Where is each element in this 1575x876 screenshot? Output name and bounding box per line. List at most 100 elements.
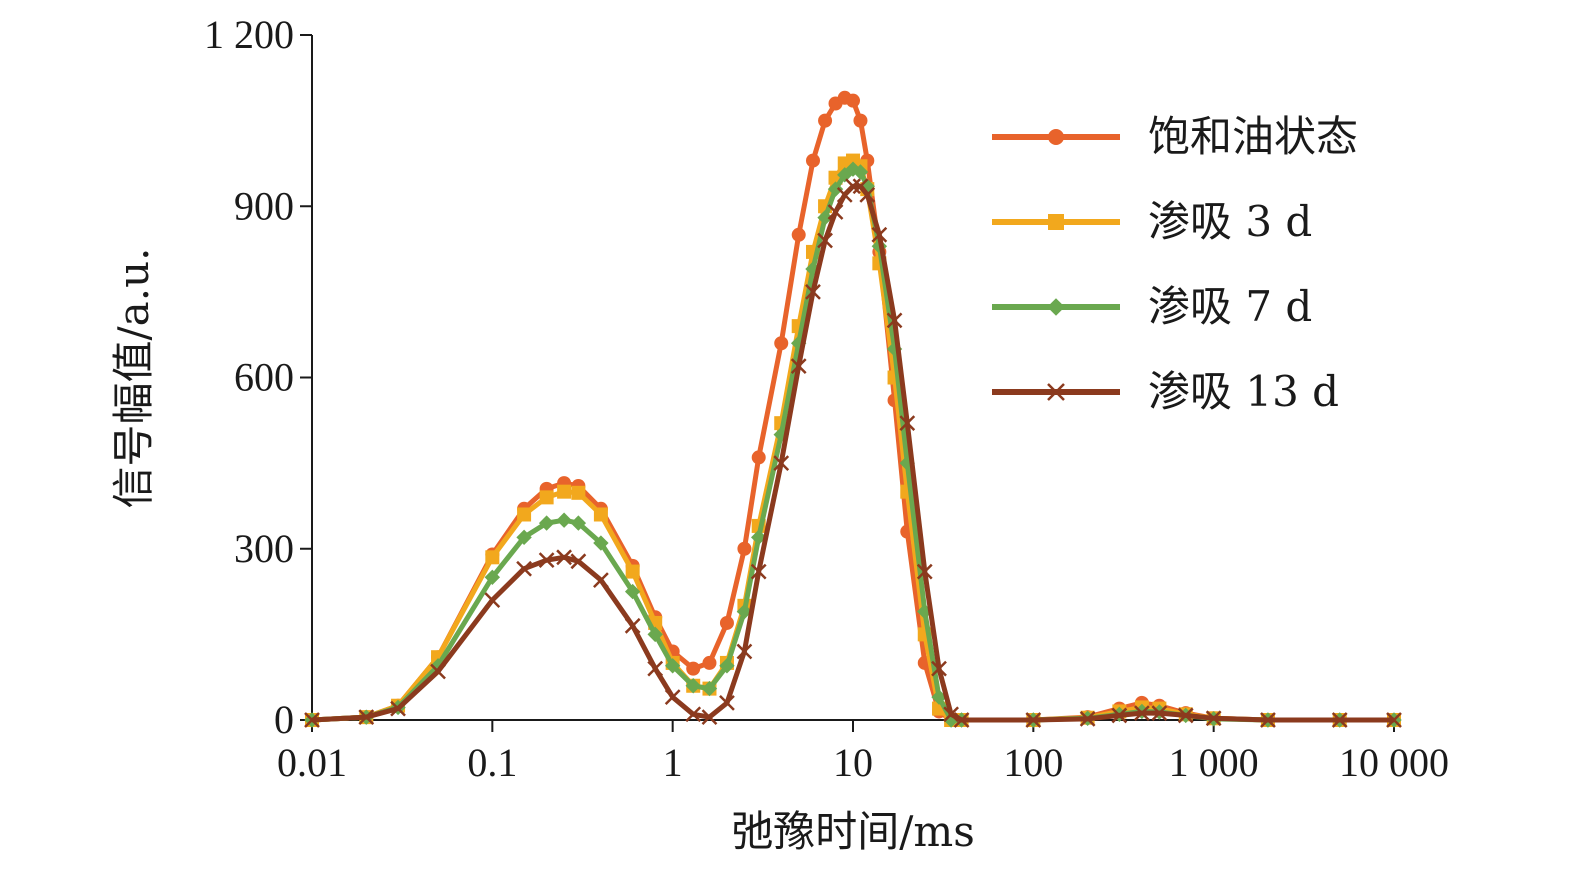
- data-point: [719, 615, 734, 630]
- data-point: [647, 660, 664, 677]
- data-point: [1205, 710, 1222, 727]
- data-point: [390, 700, 406, 717]
- x-ticks: 0.01 0.1 1 10 100 1 000 10 000: [277, 720, 1449, 785]
- data-point: [556, 512, 572, 528]
- data-point: [593, 507, 608, 522]
- data-point: [817, 209, 833, 226]
- x-tick-label: 0.1: [467, 740, 517, 785]
- data-point: [827, 204, 844, 220]
- data-point: [859, 186, 876, 203]
- data-point: [845, 178, 861, 195]
- data-point: [827, 181, 844, 197]
- data-point: [773, 455, 790, 472]
- data-point: [791, 335, 807, 351]
- legend-label: 渗吸 7 d: [1148, 282, 1312, 331]
- data-point: [1025, 712, 1042, 728]
- y-tick-label: 900: [234, 183, 294, 228]
- data-point: [871, 226, 888, 243]
- y-tick-label: 600: [234, 355, 294, 400]
- data-point: [751, 450, 766, 465]
- data-point: [556, 549, 572, 566]
- data-point: [484, 569, 501, 585]
- series-line: [311, 166, 1394, 723]
- x-tick-label: 1 000: [1169, 740, 1259, 785]
- data-point: [624, 583, 641, 600]
- x-tick-label: 10: [833, 740, 873, 785]
- legend-label: 渗吸 13 d: [1148, 367, 1339, 416]
- data-point: [571, 485, 586, 500]
- data-point: [943, 706, 959, 723]
- data-point: [1260, 712, 1276, 728]
- data-point: [625, 564, 640, 579]
- data-point: [516, 560, 532, 577]
- data-point: [750, 563, 767, 580]
- data-point: [485, 550, 500, 565]
- y-ticks: 0 300 600 900 1 200: [204, 12, 312, 742]
- data-point: [685, 678, 701, 694]
- series-3: [304, 161, 1402, 728]
- legend-marker: [1048, 129, 1064, 145]
- data-point: [593, 572, 609, 589]
- x-tick-label: 0.01: [277, 740, 347, 785]
- data-point: [736, 643, 753, 660]
- legend-item: 渗吸 13 d: [992, 367, 1339, 416]
- legend-marker: [1047, 298, 1065, 316]
- data-point: [516, 529, 532, 546]
- y-axis-title: 信号幅值/a.u.: [109, 248, 158, 509]
- data-point: [737, 541, 752, 556]
- data-point: [736, 603, 753, 620]
- data-point: [570, 553, 587, 570]
- data-point: [846, 93, 860, 108]
- data-point: [685, 706, 702, 723]
- data-point: [647, 626, 663, 643]
- data-point: [358, 709, 375, 726]
- x-tick-label: 100: [1003, 740, 1063, 785]
- data-point: [1111, 707, 1128, 724]
- data-point: [570, 515, 587, 531]
- data-point: [916, 563, 933, 580]
- data-point: [852, 164, 869, 180]
- x-tick-label: 1: [663, 740, 683, 785]
- data-point: [484, 592, 501, 609]
- y-tick-label: 300: [234, 526, 294, 571]
- legend-marker: [1048, 214, 1064, 230]
- legend-item: 渗吸 3 d: [992, 197, 1312, 246]
- data-point: [557, 484, 572, 499]
- data-point: [430, 663, 446, 680]
- data-point: [1151, 705, 1168, 722]
- y-tick-label: 1 200: [204, 12, 294, 57]
- data-point: [805, 283, 821, 300]
- data-point: [701, 709, 718, 726]
- data-point: [702, 655, 717, 670]
- series-line: [311, 183, 1394, 723]
- data-point: [1386, 712, 1402, 728]
- data-point: [664, 689, 681, 706]
- data-point: [931, 689, 947, 705]
- legend-item: 饱和油状态: [992, 112, 1358, 161]
- x-axis-title: 弛豫时间/ms: [731, 807, 975, 856]
- data-point: [701, 680, 718, 697]
- data-point: [1331, 712, 1348, 728]
- data-point: [686, 661, 701, 676]
- series-4: [304, 178, 1402, 728]
- data-point: [624, 617, 641, 634]
- data-point: [790, 358, 807, 374]
- data-point: [1134, 705, 1150, 722]
- data-point: [517, 507, 532, 522]
- y-tick-label: 0: [274, 697, 294, 742]
- data-point: [774, 336, 789, 351]
- data-point: [886, 312, 903, 329]
- data-point: [805, 153, 820, 168]
- data-point: [953, 712, 970, 728]
- data-point: [791, 227, 806, 242]
- data-point: [539, 490, 554, 505]
- data-point: [538, 552, 555, 569]
- legend-item: 渗吸 7 d: [992, 282, 1312, 331]
- legend-label: 饱和油状态: [1148, 112, 1358, 161]
- data-point: [719, 658, 735, 674]
- data-point: [593, 535, 609, 551]
- data-point: [931, 660, 947, 677]
- x-tick-label: 10 000: [1339, 740, 1449, 785]
